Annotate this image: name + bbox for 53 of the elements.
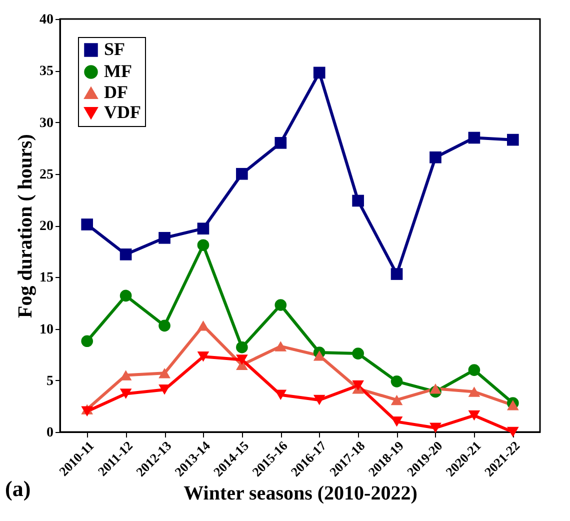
y-tick-label: 40 <box>40 12 54 28</box>
y-tick-label: 20 <box>40 219 54 234</box>
point <box>274 299 287 311</box>
legend-label: VDF <box>104 102 141 122</box>
y-tick-label: 35 <box>40 64 54 80</box>
point <box>352 194 364 207</box>
point <box>506 400 519 410</box>
point <box>506 134 519 146</box>
point <box>197 239 210 252</box>
point <box>313 66 326 79</box>
point <box>390 376 403 388</box>
point <box>274 341 287 352</box>
point <box>120 290 132 302</box>
point <box>430 151 442 164</box>
point <box>81 335 94 348</box>
point <box>274 136 287 149</box>
point <box>236 341 248 354</box>
y-tick-label: 30 <box>40 116 54 131</box>
point <box>352 348 364 360</box>
point <box>468 364 480 376</box>
point <box>352 380 364 391</box>
point <box>120 248 132 260</box>
point <box>468 132 480 144</box>
point <box>197 222 210 235</box>
point <box>506 426 519 438</box>
point <box>390 394 403 406</box>
y-tick-label: 25 <box>40 167 54 182</box>
point <box>158 320 170 332</box>
x-axis-title: Winter seasons (2010-2022) <box>184 482 418 504</box>
point <box>81 218 94 230</box>
point <box>390 268 403 280</box>
point <box>430 384 442 394</box>
point <box>236 168 248 180</box>
legend-label: DF <box>104 82 128 102</box>
y-tick-label: 0 <box>46 426 54 440</box>
legend-label: SF <box>104 39 126 59</box>
point <box>468 386 480 397</box>
y-axis-title: Fog duration ( hours) <box>14 134 36 318</box>
point <box>158 368 170 378</box>
text: (a) <box>5 476 31 501</box>
y-tick-label: 15 <box>40 270 54 286</box>
point <box>468 410 480 421</box>
point <box>313 394 326 406</box>
point <box>197 352 210 362</box>
point <box>197 320 210 331</box>
point <box>236 354 248 365</box>
y-tick-label: 5 <box>46 374 54 389</box>
legend-label: MF <box>104 61 132 81</box>
point <box>274 390 287 400</box>
point <box>120 388 132 399</box>
point <box>158 232 170 244</box>
point <box>430 422 442 433</box>
y-tick-label: 10 <box>40 322 54 338</box>
